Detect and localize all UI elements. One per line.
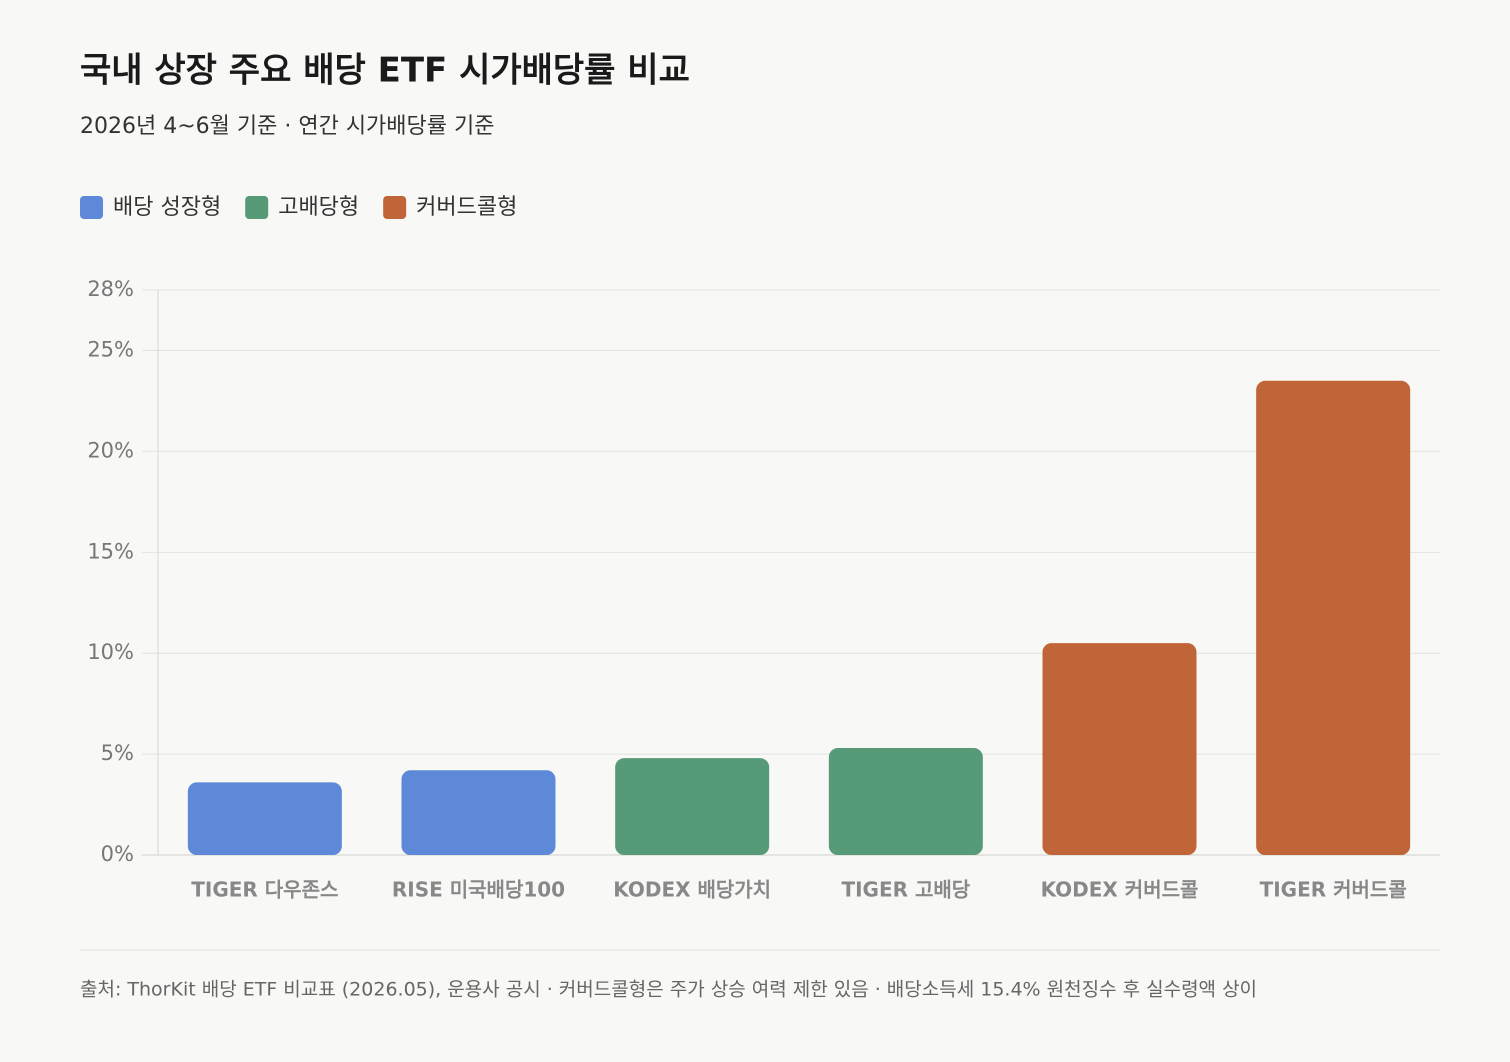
legend-label: 커버드콜형 — [416, 195, 517, 220]
source-note: 출처: ThorKit 배당 ETF 비교표 (2026.05), 운용사 공시… — [80, 979, 1257, 1001]
y-tick-label: 15% — [87, 539, 134, 563]
x-tick-label: TIGER 커버드콜 — [1260, 878, 1407, 902]
x-tick-label: TIGER 고배당 — [841, 878, 970, 902]
chart-title: 국내 상장 주요 배당 ETF 시가배당률 비교 — [80, 51, 690, 91]
bar — [615, 758, 770, 855]
legend-swatch — [383, 196, 407, 219]
y-tick-label: 5% — [101, 741, 134, 765]
x-tick-label: KODEX 배당가치 — [613, 878, 771, 902]
bar — [1256, 380, 1411, 855]
y-tick-label: 20% — [87, 438, 134, 462]
x-tick-label: TIGER 다우존스 — [191, 878, 338, 902]
chart-subtitle: 2026년 4~6월 기준 · 연간 시가배당률 기준 — [80, 114, 495, 139]
bar — [401, 770, 556, 855]
bar — [1042, 643, 1197, 855]
legend-label: 배당 성장형 — [113, 195, 221, 220]
x-tick-label: KODEX 커버드콜 — [1041, 878, 1199, 902]
y-tick-label: 10% — [87, 640, 134, 664]
y-tick-label: 28% — [87, 277, 134, 301]
x-tick-label: RISE 미국배당100 — [392, 878, 565, 902]
bar — [187, 782, 342, 855]
legend-swatch — [245, 196, 269, 219]
legend-swatch — [80, 196, 103, 219]
y-tick-label: 25% — [87, 338, 134, 362]
y-tick-label: 0% — [101, 842, 134, 866]
bar — [828, 748, 983, 855]
legend-label: 고배당형 — [278, 195, 359, 220]
